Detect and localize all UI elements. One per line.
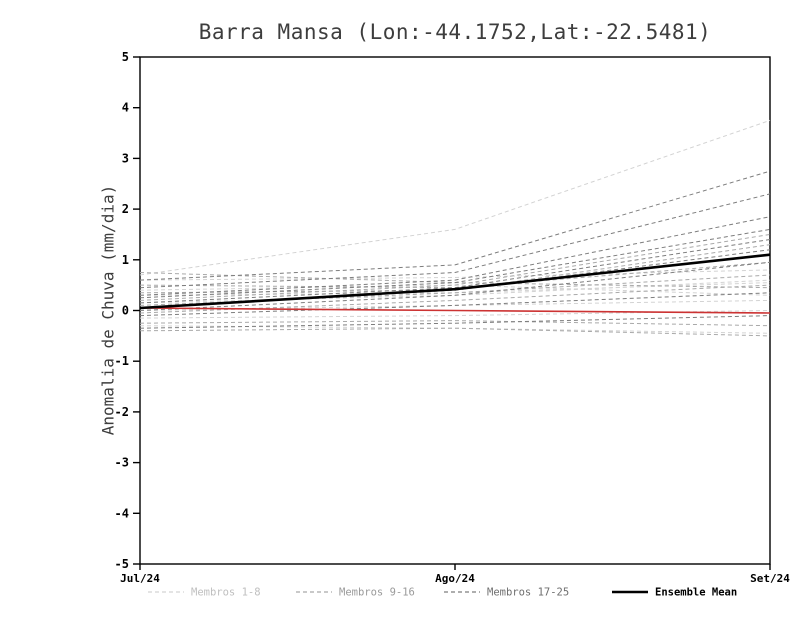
ensemble-member-line — [139, 119, 771, 276]
y-tick-label: -3 — [115, 456, 129, 470]
ensemble-member-line — [139, 327, 771, 337]
ensemble-member-line — [139, 269, 771, 281]
legend-label: Membros 17-25 — [487, 587, 569, 599]
y-tick-label: -4 — [115, 506, 129, 520]
ensemble-member-line — [139, 216, 771, 296]
ensemble-member-line — [139, 170, 771, 281]
y-tick-label: 3 — [122, 151, 129, 165]
y-tick-label: -1 — [115, 354, 129, 368]
ensemble-member-line — [139, 261, 771, 311]
chart-title: Barra Mansa (Lon:-44.1752,Lat:-22.5481) — [198, 20, 712, 44]
ensemble-member-line — [139, 193, 771, 289]
reference-line — [139, 307, 771, 314]
x-tick-label: Ago/24 — [435, 572, 475, 585]
ensemble-member-line — [139, 315, 771, 329]
ensemble-member-line — [139, 320, 771, 327]
y-tick-label: 1 — [122, 253, 129, 267]
ensemble-member-line — [139, 233, 771, 301]
y-tick-label: 4 — [122, 101, 129, 115]
ensemble-mean-line — [139, 253, 771, 310]
y-tick-label: 0 — [122, 304, 129, 318]
legend-label: Membros 9-16 — [339, 587, 415, 599]
ensemble-member-line — [139, 228, 771, 299]
x-tick-label: Set/24 — [750, 572, 790, 585]
legend-label: Membros 1-8 — [191, 587, 261, 599]
ensemble-member-line — [139, 239, 771, 304]
y-tick-label: 5 — [122, 50, 129, 64]
y-tick-label: -2 — [115, 405, 129, 419]
x-tick-label: Jul/24 — [120, 572, 160, 585]
legend-label: Ensemble Mean — [655, 587, 737, 599]
y-tick-label: -5 — [115, 557, 129, 571]
y-tick-label: 2 — [122, 202, 129, 216]
ensemble-member-line — [139, 292, 771, 317]
